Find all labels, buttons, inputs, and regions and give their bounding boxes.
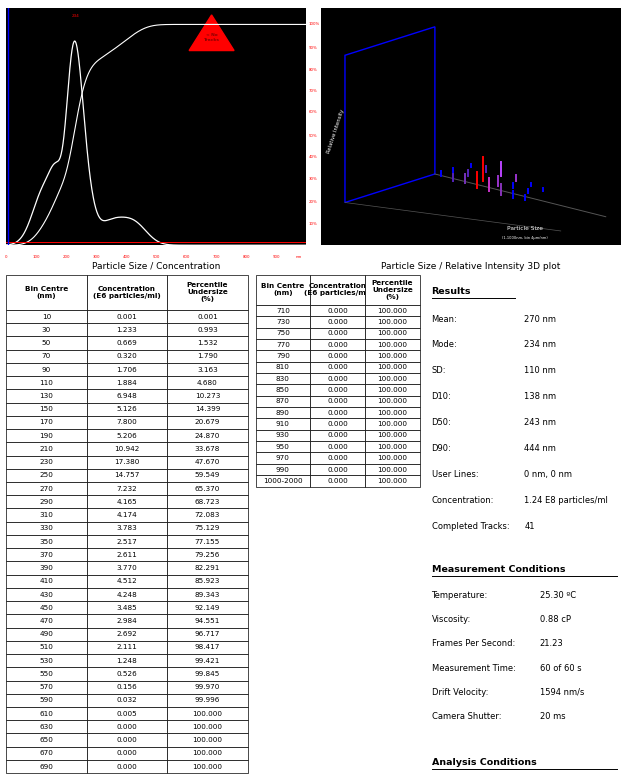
Text: Particle Size / Relative Intensity 3D plot: Particle Size / Relative Intensity 3D pl… (381, 262, 561, 271)
Text: 700: 700 (213, 255, 220, 259)
Text: (1-1000nm, bin 4μm/nm): (1-1000nm, bin 4μm/nm) (502, 236, 548, 240)
Text: Particle Size: Particle Size (507, 226, 543, 231)
Text: User Lines:: User Lines: (431, 470, 478, 479)
Text: Analysis Conditions: Analysis Conditions (431, 758, 536, 767)
Text: 40%: 40% (308, 155, 317, 159)
Text: 1594 nm/s: 1594 nm/s (540, 687, 584, 697)
Text: 110 nm: 110 nm (524, 366, 556, 376)
Text: 600: 600 (182, 255, 190, 259)
Text: 41: 41 (524, 522, 535, 531)
Text: Drift Velocity:: Drift Velocity: (431, 687, 488, 697)
Text: 80%: 80% (308, 67, 317, 72)
Text: 100%: 100% (308, 23, 320, 27)
Text: 400: 400 (122, 255, 130, 259)
Text: Mean:: Mean: (431, 315, 457, 323)
Text: Results: Results (431, 287, 471, 296)
Text: 270 nm: 270 nm (524, 315, 556, 323)
Text: 90%: 90% (308, 46, 317, 50)
Text: 10%: 10% (308, 222, 317, 226)
Text: 444 nm: 444 nm (524, 444, 556, 453)
Text: 300: 300 (92, 255, 100, 259)
Text: 138 nm: 138 nm (524, 392, 556, 401)
Text: 1.24 E8 particles/ml: 1.24 E8 particles/ml (524, 496, 608, 505)
Text: 21.23: 21.23 (540, 640, 564, 648)
Text: 60 of 60 s: 60 of 60 s (540, 664, 581, 672)
Text: 0.88 cP: 0.88 cP (540, 615, 571, 624)
Text: 20%: 20% (308, 201, 317, 205)
Text: 900: 900 (272, 255, 280, 259)
Text: 0: 0 (5, 255, 8, 259)
Text: Relative Intensity: Relative Intensity (327, 109, 345, 154)
Text: 234: 234 (71, 14, 79, 18)
Text: D90:: D90: (431, 444, 451, 453)
Text: conc: conc (0, 16, 2, 20)
Text: 500: 500 (152, 255, 160, 259)
Text: Viscosity:: Viscosity: (431, 615, 471, 624)
Text: 60%: 60% (308, 110, 317, 114)
Text: Measurement Time:: Measurement Time: (431, 664, 515, 672)
Text: D50:: D50: (431, 419, 451, 427)
Text: 25.30 ºC: 25.30 ºC (540, 591, 576, 601)
Text: 100: 100 (33, 255, 40, 259)
Text: 30%: 30% (308, 177, 317, 180)
Text: 800: 800 (242, 255, 250, 259)
Text: 200: 200 (63, 255, 70, 259)
Text: Completed Tracks:: Completed Tracks: (431, 522, 509, 531)
Text: SD:: SD: (431, 366, 446, 376)
Text: 0 nm, 0 nm: 0 nm, 0 nm (524, 470, 572, 479)
Text: Mode:: Mode: (431, 341, 457, 349)
Text: 243 nm: 243 nm (524, 419, 556, 427)
Text: nm: nm (295, 255, 302, 259)
Text: < No
Tracks: < No Tracks (204, 33, 219, 42)
Polygon shape (189, 15, 234, 51)
Text: Camera Shutter:: Camera Shutter: (431, 711, 501, 721)
Text: Particle Size / Concentration: Particle Size / Concentration (92, 262, 220, 271)
Text: Measurement Conditions: Measurement Conditions (431, 565, 565, 574)
Text: Temperature:: Temperature: (431, 591, 488, 601)
Text: D10:: D10: (431, 392, 451, 401)
Text: 20 ms: 20 ms (540, 711, 566, 721)
Text: 234 nm: 234 nm (524, 341, 556, 349)
Text: 50%: 50% (308, 134, 317, 138)
Text: Frames Per Second:: Frames Per Second: (431, 640, 515, 648)
Text: 70%: 70% (308, 89, 317, 93)
Text: Concentration:: Concentration: (431, 496, 494, 505)
